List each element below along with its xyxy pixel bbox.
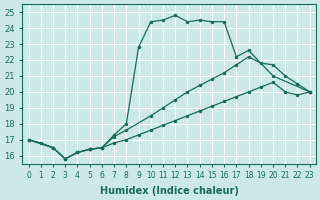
X-axis label: Humidex (Indice chaleur): Humidex (Indice chaleur) [100,186,239,196]
